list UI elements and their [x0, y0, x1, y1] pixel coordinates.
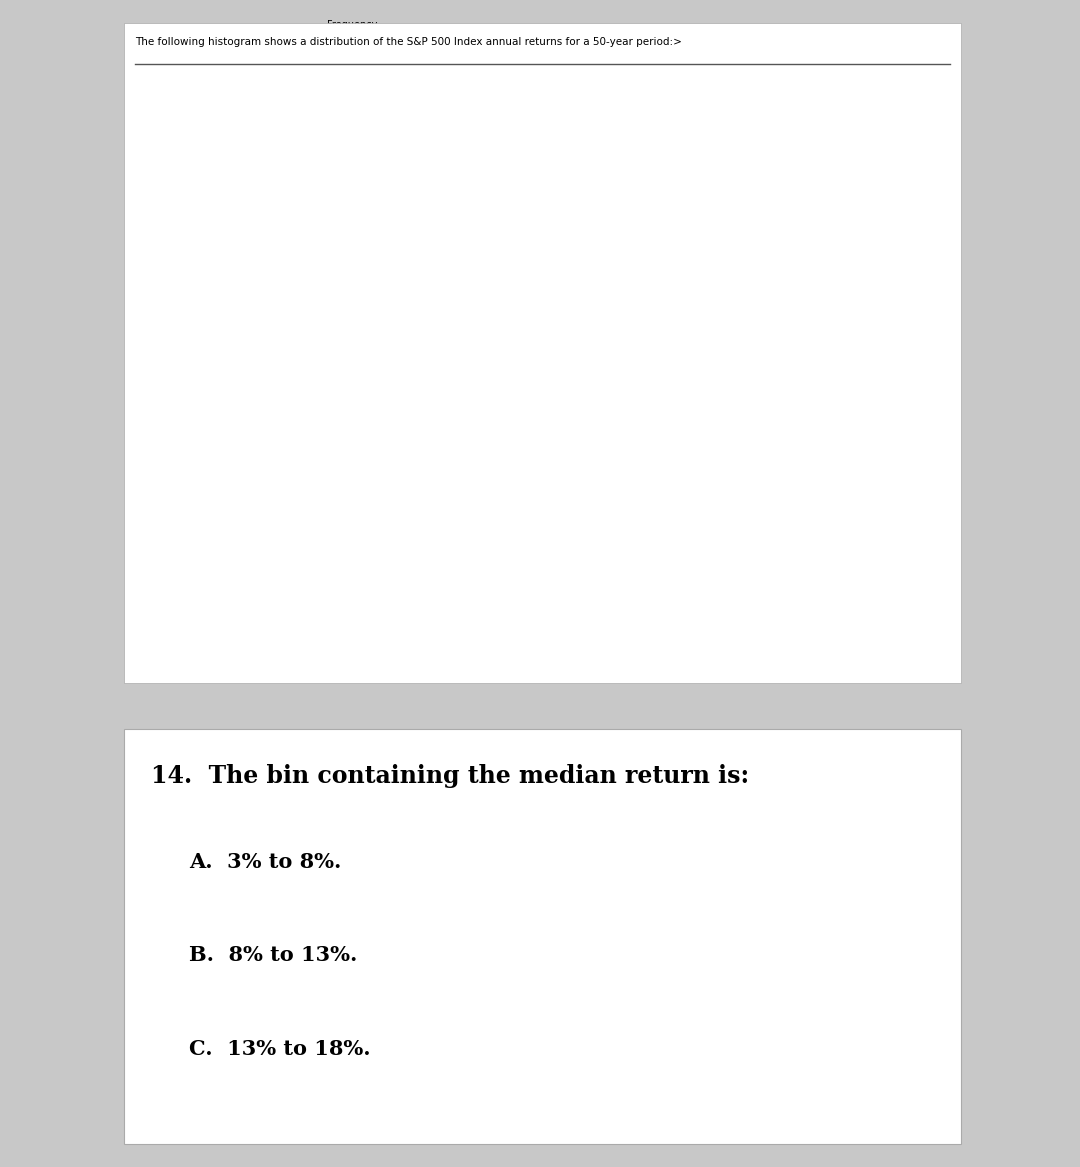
Bar	[653, 492, 691, 636]
Text: -37
to
-32: -37 to -32	[406, 950, 419, 981]
Bar	[802, 135, 839, 636]
Text: -27
to
-22: -27 to -22	[481, 950, 494, 981]
Text: 23
to
28: 23 to 28	[853, 950, 863, 981]
Text: B.  8% to 13%.: B. 8% to 13%.	[189, 945, 357, 965]
Text: 28
to
33: 28 to 33	[890, 950, 900, 981]
Text: A.  3% to 8%.: A. 3% to 8%.	[189, 852, 341, 872]
Text: 18
to
23: 18 to 23	[815, 950, 825, 981]
Text: 8
to
13: 8 to 13	[742, 950, 752, 981]
Text: -2
to
3: -2 to 3	[669, 950, 676, 981]
Text: The following histogram shows a distribution of the S&P 500 Index annual returns: The following histogram shows a distribu…	[135, 37, 681, 48]
Text: -22
to
-17: -22 to -17	[517, 950, 530, 981]
Bar	[542, 565, 580, 636]
Text: -12
to
-7: -12 to -7	[592, 950, 605, 981]
Text: 3
to
8: 3 to 8	[705, 950, 713, 981]
Bar	[765, 207, 802, 636]
Bar	[617, 421, 653, 636]
Text: -7
to
-2: -7 to -2	[632, 950, 639, 981]
Text: C.  13% to 18%.: C. 13% to 18%.	[189, 1039, 370, 1058]
Text: Frequency: Frequency	[327, 20, 378, 30]
Text: 33
to
38: 33 to 38	[927, 950, 936, 981]
Bar	[839, 421, 876, 636]
Bar	[728, 350, 765, 636]
Text: 13
to
18: 13 to 18	[779, 950, 788, 981]
Bar	[691, 135, 728, 636]
Bar	[580, 350, 617, 636]
Bar	[876, 135, 914, 636]
Bar	[469, 565, 505, 636]
Bar	[914, 421, 950, 636]
Bar	[394, 565, 431, 636]
Text: -17
to
-12: -17 to -12	[555, 950, 567, 981]
Text: 14.  The bin containing the median return is:: 14. The bin containing the median return…	[151, 764, 750, 789]
Bar	[505, 565, 542, 636]
Text: -32
to
-27: -32 to -27	[444, 950, 456, 981]
